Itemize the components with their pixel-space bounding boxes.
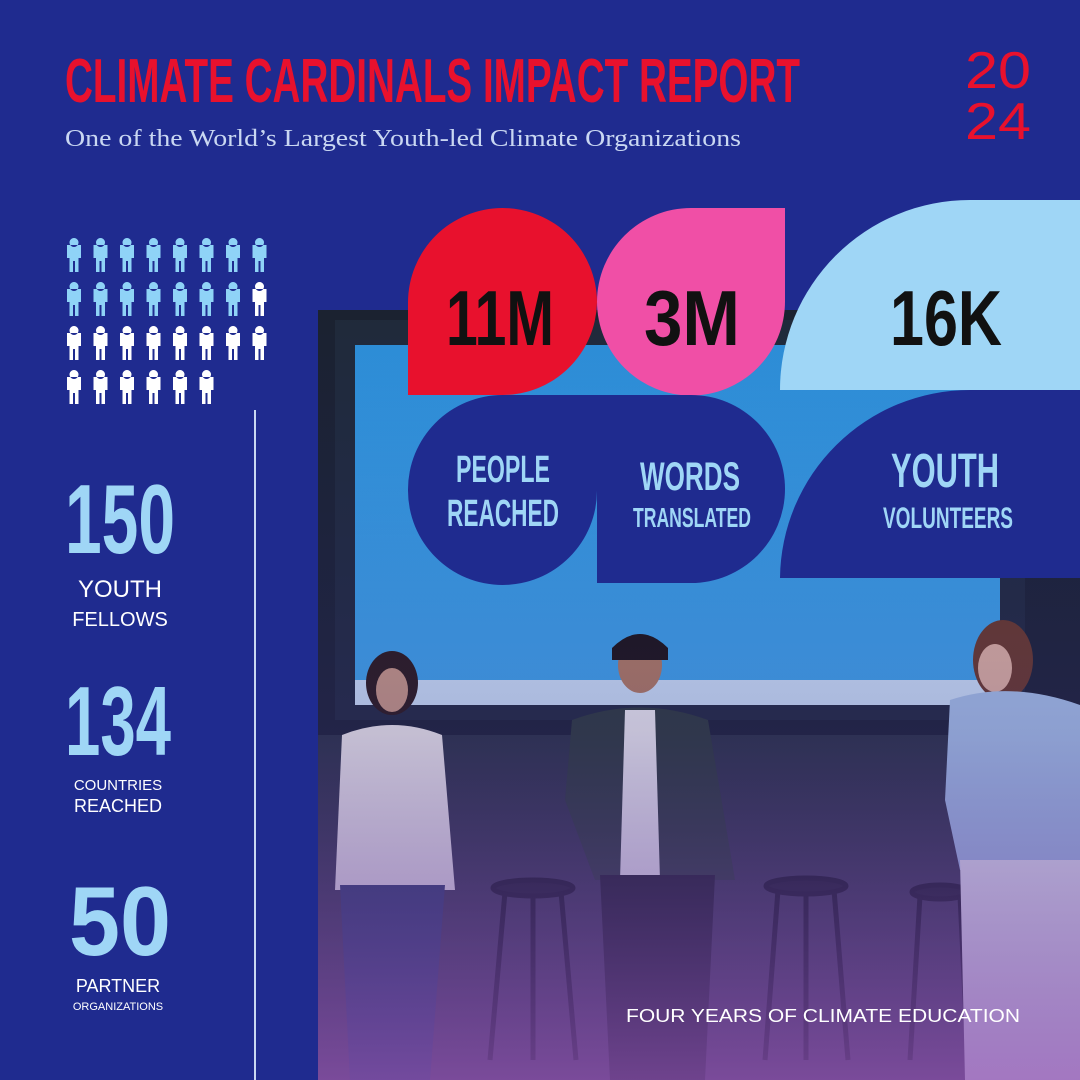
person-icon: [120, 370, 134, 404]
shape-pink: [597, 208, 785, 396]
side-figure: 150: [65, 464, 175, 574]
person-icon: [199, 370, 214, 404]
side-label: COUNTRIES: [74, 777, 162, 794]
shape-navy: [407, 395, 598, 585]
highlight-label: VOLUNTEERS: [883, 502, 1013, 535]
person-icon: [93, 238, 108, 272]
side-label: ORGANIZATIONS: [73, 1001, 163, 1013]
side-figure: 134: [65, 666, 171, 776]
person-icon: [173, 326, 187, 360]
side-figure: 50: [69, 866, 171, 976]
shape-blue: [780, 200, 1080, 390]
person-icon: [173, 282, 187, 316]
person-icon: [120, 282, 134, 316]
person-icon: [226, 282, 240, 316]
highlight-label: WORDS: [640, 455, 740, 499]
person-icon: [252, 238, 267, 272]
person-icon: [93, 282, 108, 316]
person-icon: [67, 326, 81, 360]
person-icon: [146, 238, 161, 272]
shape-red: [408, 208, 597, 396]
person-icon: [146, 282, 161, 316]
side-label: FELLOWS: [72, 609, 168, 631]
person-icon: [252, 282, 267, 316]
person-icon: [199, 238, 214, 272]
person-icon: [93, 326, 108, 360]
person-icon: [67, 282, 81, 316]
year-line: 20: [965, 42, 1031, 100]
shape-navy: [597, 395, 785, 583]
person-icon: [120, 326, 134, 360]
highlight-figure: 3M: [644, 274, 740, 362]
person-icon: [146, 370, 161, 404]
person-icon: [173, 370, 187, 404]
person-icon: [93, 370, 108, 404]
person-icon: [199, 282, 214, 316]
side-label: REACHED: [74, 796, 162, 816]
highlight-label: PEOPLE: [456, 449, 550, 491]
person-icon: [67, 370, 81, 404]
person-icon: [252, 326, 267, 360]
person-icon: [67, 238, 81, 272]
year-line: 24: [965, 93, 1031, 151]
highlight-figure: 16K: [890, 274, 1002, 362]
person-icon: [199, 326, 214, 360]
highlight-label: TRANSLATED: [633, 502, 751, 533]
subtitle: One of the World’s Largest Youth-led Cli…: [65, 126, 741, 152]
highlight-figure: 11M: [446, 274, 554, 362]
person-icon: [146, 326, 161, 360]
side-label: PARTNER: [76, 976, 160, 996]
side-label: YOUTH: [78, 576, 162, 603]
person-icon: [226, 238, 240, 272]
shape-navy: [780, 389, 1080, 578]
highlight-label: REACHED: [447, 493, 559, 535]
person-icon: [226, 326, 240, 360]
people-icons: [67, 238, 267, 404]
person-icon: [173, 238, 187, 272]
title: CLIMATE CARDINALS IMPACT REPORT: [65, 47, 800, 116]
highlight-label: YOUTH: [891, 445, 999, 498]
footer: FOUR YEARS OF CLIMATE EDUCATION: [626, 1006, 1020, 1026]
person-icon: [120, 238, 134, 272]
